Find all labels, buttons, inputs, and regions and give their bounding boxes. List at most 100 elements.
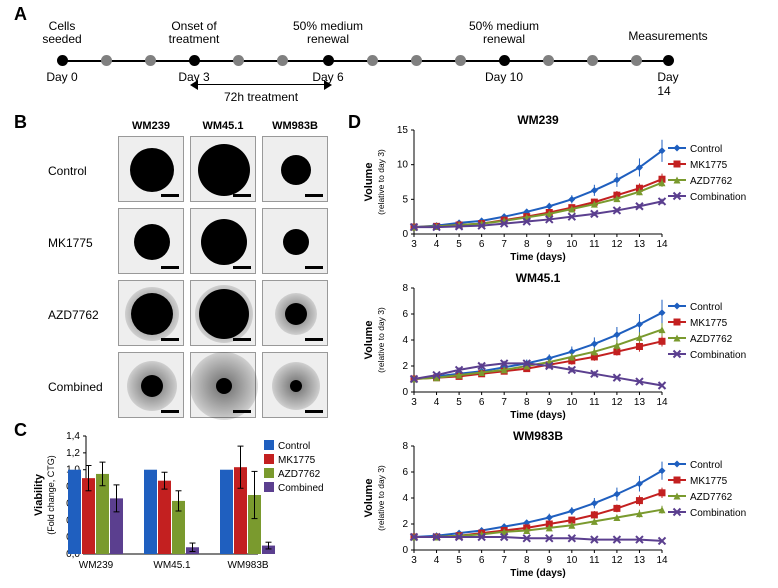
panel-a-label: A (14, 4, 27, 25)
svg-text:12: 12 (611, 555, 623, 566)
panel-b-label: B (14, 112, 27, 133)
spheroid-image (118, 136, 184, 202)
timeline-dot (367, 55, 378, 66)
svg-text:Volume: Volume (363, 321, 375, 360)
bar (220, 470, 233, 554)
svg-text:WM45.1: WM45.1 (516, 271, 561, 285)
svg-text:3: 3 (411, 397, 417, 408)
svg-text:Combination: Combination (690, 508, 746, 519)
spheroid-image (190, 136, 256, 202)
svg-text:AZD7762: AZD7762 (690, 176, 733, 187)
svg-text:AZD7762: AZD7762 (278, 469, 321, 480)
treatment-header: AZD7762 (48, 308, 99, 322)
svg-text:8: 8 (402, 283, 408, 294)
spheroid-image (262, 136, 328, 202)
svg-text:3: 3 (411, 239, 417, 250)
svg-text:8: 8 (524, 397, 530, 408)
svg-text:14: 14 (656, 397, 668, 408)
svg-text:Combined: Combined (278, 483, 324, 494)
svg-text:4: 4 (434, 397, 440, 408)
timeline-dot (543, 55, 554, 66)
svg-text:7: 7 (501, 239, 507, 250)
svg-text:11: 11 (589, 397, 600, 408)
svg-text:9: 9 (546, 239, 552, 250)
svg-text:5: 5 (456, 555, 462, 566)
svg-text:Volume: Volume (363, 163, 375, 202)
timeline-bracket-label: 72h treatment (224, 90, 298, 104)
spheroid-image (118, 352, 184, 418)
svg-text:10: 10 (397, 160, 409, 171)
svg-text:0: 0 (402, 387, 408, 398)
svg-text:MK1775: MK1775 (278, 455, 316, 466)
timeline-event-label: 50% mediumrenewal (469, 20, 539, 46)
svg-text:4: 4 (402, 335, 408, 346)
svg-text:Combination: Combination (690, 350, 746, 361)
timeline-dot (189, 55, 200, 66)
svg-text:12: 12 (611, 239, 623, 250)
spheroid-image (262, 208, 328, 274)
bar (68, 470, 81, 554)
svg-text:9: 9 (546, 555, 552, 566)
svg-text:14: 14 (656, 239, 668, 250)
timeline-event-label: 50% mediumrenewal (293, 20, 363, 46)
volume-linecharts: WM23905101534567891011121314Time (days)V… (358, 112, 768, 586)
svg-text:14: 14 (656, 555, 668, 566)
timeline-dot (101, 55, 112, 66)
svg-text:6: 6 (479, 239, 485, 250)
spheroid-image (262, 280, 328, 346)
spheroid-image (118, 280, 184, 346)
timeline-dot (411, 55, 422, 66)
svg-text:WM239: WM239 (79, 560, 114, 571)
svg-text:5: 5 (402, 194, 408, 205)
svg-text:MK1775: MK1775 (690, 160, 728, 171)
svg-text:13: 13 (634, 555, 646, 566)
spheroid-image (262, 352, 328, 418)
svg-text:5: 5 (456, 239, 462, 250)
svg-text:Viability: Viability (33, 473, 45, 516)
svg-text:11: 11 (589, 239, 600, 250)
bar (158, 481, 171, 554)
svg-text:Volume: Volume (363, 479, 375, 518)
svg-text:Time (days): Time (days) (510, 568, 565, 578)
svg-text:10: 10 (566, 555, 578, 566)
svg-text:(relative to day 3): (relative to day 3) (376, 307, 386, 373)
timeline-dot (587, 55, 598, 66)
cellline-header: WM45.1 (203, 120, 244, 132)
svg-text:10: 10 (566, 239, 578, 250)
timeline-dot (455, 55, 466, 66)
svg-text:Control: Control (690, 460, 722, 471)
treatment-header: Combined (48, 380, 103, 394)
svg-text:0: 0 (402, 229, 408, 240)
treatment-header: MK1775 (48, 236, 93, 250)
bar (144, 470, 157, 554)
svg-text:Control: Control (690, 144, 722, 155)
svg-text:AZD7762: AZD7762 (690, 492, 733, 503)
timeline-dot (277, 55, 288, 66)
svg-text:(relative to day 3): (relative to day 3) (376, 149, 386, 215)
panel-c-label: C (14, 420, 27, 441)
svg-text:4: 4 (434, 555, 440, 566)
cellline-header: WM239 (132, 120, 170, 132)
svg-text:15: 15 (397, 125, 409, 136)
svg-text:8: 8 (524, 239, 530, 250)
svg-text:WM983B: WM983B (513, 429, 563, 443)
svg-text:4: 4 (434, 239, 440, 250)
svg-text:7: 7 (501, 397, 507, 408)
spheroid-image (190, 208, 256, 274)
svg-text:3: 3 (411, 555, 417, 566)
svg-text:2: 2 (402, 361, 408, 372)
svg-text:6: 6 (402, 467, 408, 478)
timeline-dot (145, 55, 156, 66)
svg-text:MK1775: MK1775 (690, 476, 728, 487)
timeline-day-label: Day 14 (657, 70, 678, 98)
svg-text:Combination: Combination (690, 192, 746, 203)
svg-text:Time (days): Time (days) (510, 252, 565, 262)
svg-text:6: 6 (479, 397, 485, 408)
svg-text:Control: Control (690, 302, 722, 313)
timeline-day-label: Day 0 (46, 70, 77, 84)
svg-text:6: 6 (402, 309, 408, 320)
svg-text:WM45.1: WM45.1 (153, 560, 191, 571)
volume-chart: WM23905101534567891011121314Time (days)V… (358, 112, 758, 262)
timeline-dot (233, 55, 244, 66)
svg-text:2: 2 (402, 519, 408, 530)
